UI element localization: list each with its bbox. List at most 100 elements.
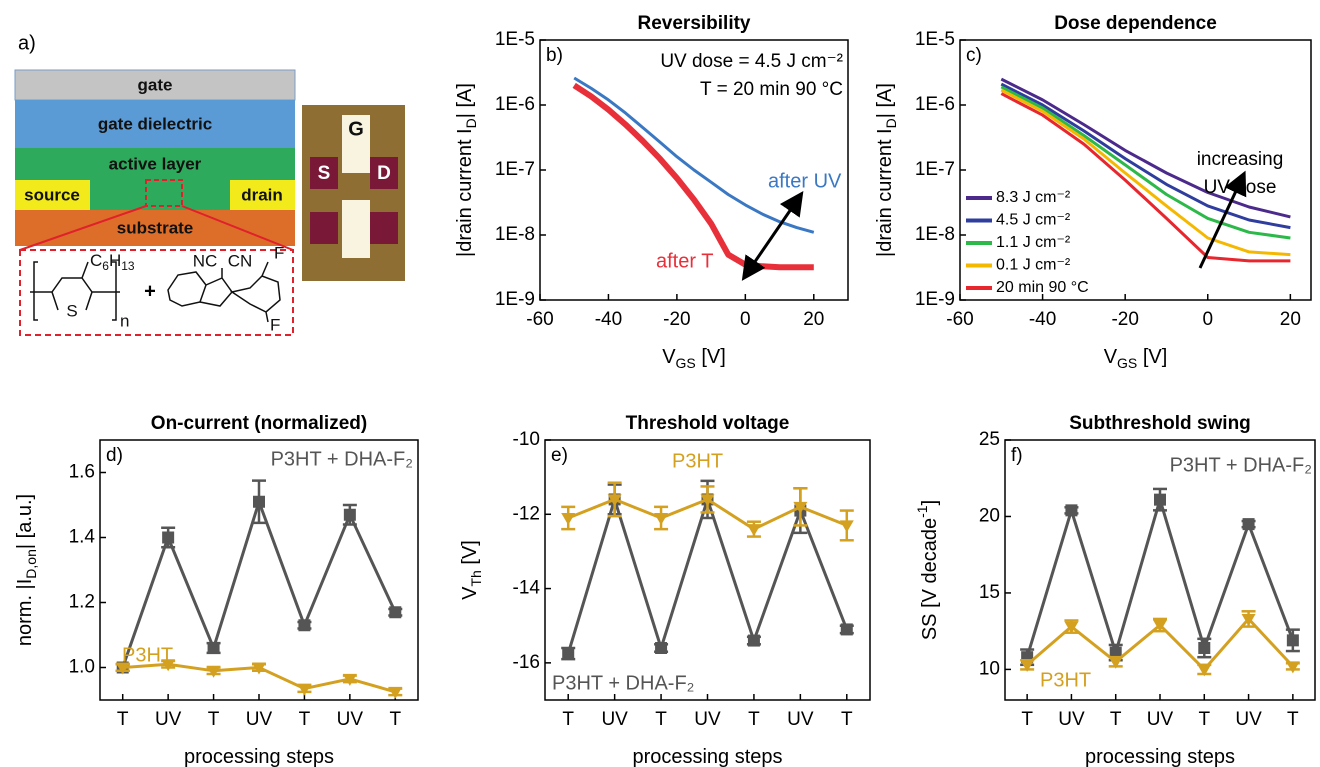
y-tick-label: 25 [979,429,1000,450]
y-tick-label: 1E-9 [915,289,955,310]
legend-label: 1.1 J cm⁻² [996,234,1071,251]
data-marker [389,606,402,619]
layer-label: source [24,185,80,204]
x-tick-label: 20 [1280,309,1301,330]
y-tick-label: 1.4 [69,527,96,548]
series-label: P3HT + DHA-F₂ [1170,454,1312,476]
series-line [1000,85,1291,240]
series-line [1000,88,1291,257]
atom-label: NC [193,251,218,270]
x-axis-label: processing steps [632,746,782,767]
x-axis-label-part: V [1104,346,1118,368]
alkyl-label: C6H13 [90,251,135,273]
x-tick-label: T [389,709,401,730]
y-axis-label: VTh [V] [459,540,483,600]
x-tick-label: UV [337,709,364,730]
data-marker [1197,664,1212,677]
data-marker [746,524,761,537]
data-marker [700,494,715,507]
y-tick-label: 10 [979,658,1000,679]
atom-label: F [274,243,284,262]
y-axis-label-part: |drain current I [874,128,896,257]
y-axis-label-part: norm. |I [14,579,36,646]
pad [370,212,398,244]
x-axis-label-part: [V] [1137,346,1167,368]
pad [310,157,338,189]
y-tick-label: -16 [513,652,540,673]
y-axis-label-part: [V] [459,540,481,570]
panel-label: b) [546,45,563,66]
x-axis-label-part: [V] [696,346,726,368]
drain-electrode [230,180,295,210]
data-marker [1285,661,1300,674]
series-label: P3HT + DHA-F₂ [552,672,694,694]
data-marker [1241,613,1256,626]
data-marker [793,501,808,514]
y-axis-label-part: D,on [23,549,39,579]
data-marker [840,623,853,636]
data-marker [1064,621,1079,634]
y-axis-label-part: | [A] [874,83,896,118]
y-axis-label-part: Th [468,570,484,586]
formula-part: C [90,251,102,270]
annotation: UV dose = 4.5 J cm⁻² [660,51,843,72]
chart-title: On-current (normalized) [151,413,367,434]
x-tick-label: T [1287,709,1299,730]
x-tick-label: T [562,709,574,730]
layer-label: drain [241,185,283,204]
x-tick-label: T [208,709,220,730]
formula-part: 13 [121,259,135,273]
y-tick-label: 1E-6 [915,94,955,115]
x-tick-label: T [1198,709,1210,730]
x-axis-label: processing steps [1085,746,1235,767]
series-line [1000,77,1291,219]
photo-label: S [318,163,331,184]
series-label: P3HT [122,644,173,666]
x-tick-label: -20 [1111,309,1138,330]
x-axis-label-part: GS [676,355,696,371]
x-tick-label: 0 [740,309,751,330]
y-tick-label: 1.0 [69,657,95,678]
x-tick-label: T [655,709,667,730]
y-tick-label: 1E-5 [495,29,535,50]
x-tick-label: UV [1235,709,1262,730]
x-tick-label: T [299,709,311,730]
data-marker [839,520,854,533]
x-tick-label: T [1021,709,1033,730]
x-tick-label: 0 [1202,309,1213,330]
repeat-bracket [33,261,117,321]
pad [310,212,338,244]
device-diagram: a) gate gate dielectric active layer sou… [14,32,405,336]
x-axis-label-part: V [662,346,676,368]
y-tick-label: 1E-7 [495,159,535,180]
x-tick-label: -60 [946,309,973,330]
y-tick-label: 1.6 [69,462,95,483]
data-marker [1242,518,1255,531]
series-label: P3HT [1040,669,1091,691]
y-tick-label: -10 [513,429,540,450]
series-label: P3HT + DHA-F₂ [271,448,413,470]
structure-box [19,249,294,336]
layer-label: active layer [109,154,202,173]
y-axis-label-part: | [A] [454,83,476,118]
data-marker [253,495,265,508]
gate-pad [342,200,370,258]
chart-title: Subthreshold swing [1069,413,1251,434]
zoom-box [145,179,183,207]
y-axis-label-part: SS [V decade [919,518,941,640]
data-marker [1153,620,1167,633]
atom-label: F [270,315,280,334]
formula-part: H [109,251,121,270]
data-marker [1154,493,1166,506]
data-marker [207,642,220,654]
x-tick-label: UV [246,709,273,730]
x-tick-label: UV [155,709,182,730]
layer-label: substrate [117,218,194,237]
panel-label: c) [966,45,982,66]
plot-frame [1004,439,1316,701]
formula-part: 6 [102,259,109,273]
series-label: after T [656,250,713,272]
y-tick-label: 15 [979,582,1000,603]
y-tick-label: 1E-8 [495,224,535,245]
